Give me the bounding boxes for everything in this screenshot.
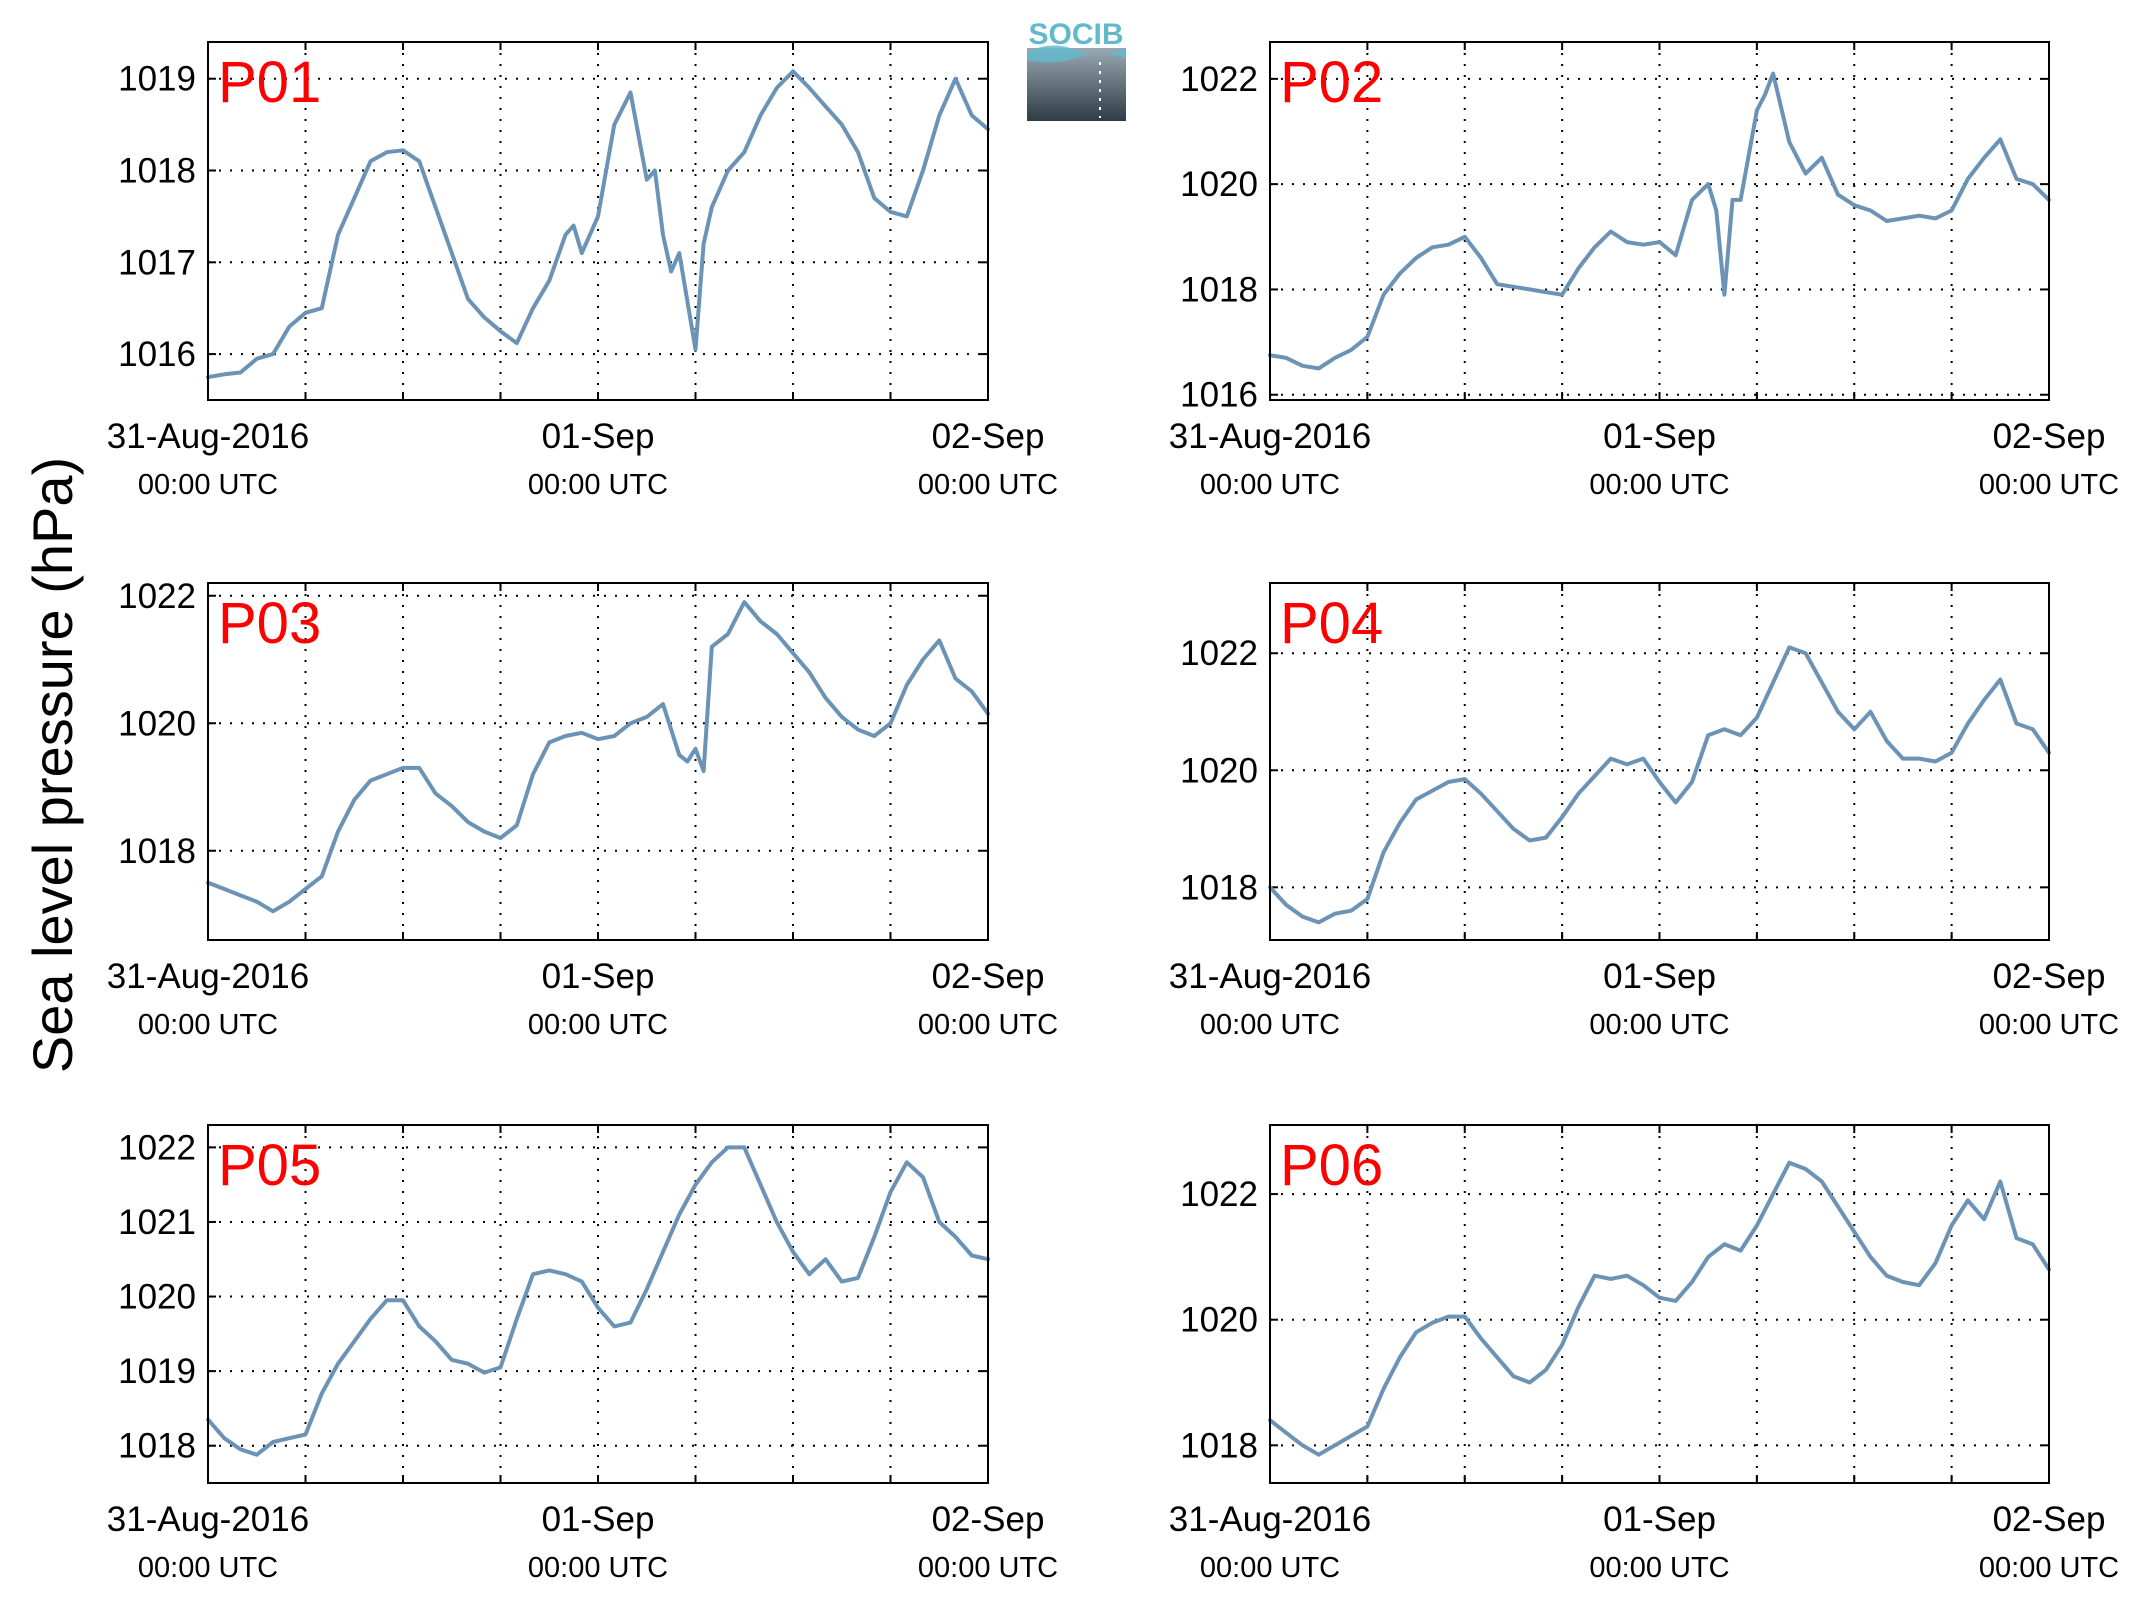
- x-tick-date-label: 02-Sep: [932, 417, 1045, 456]
- axes-frame: [207, 1124, 989, 1484]
- x-tick-time-label: 00:00 UTC: [1200, 1009, 1340, 1041]
- y-tick-label: 1021: [118, 1203, 196, 1242]
- y-tick-label: 1019: [118, 60, 196, 99]
- x-tick-date-label: 31-Aug-2016: [1169, 1500, 1371, 1539]
- x-tick-date-label: 01-Sep: [542, 417, 655, 456]
- axes-frame: [207, 41, 989, 401]
- series-line-p01: [206, 69, 990, 380]
- y-axis-label: Sea level pressure (hPa): [21, 457, 84, 1073]
- x-tick-date-label: 02-Sep: [1993, 1500, 2106, 1539]
- series-line-p04: [1268, 645, 2051, 925]
- series-line-p02: [1268, 71, 2051, 371]
- y-tick-label: 1018: [118, 832, 196, 871]
- y-tick-label: 1022: [1180, 1175, 1258, 1214]
- x-tick-date-label: 02-Sep: [1993, 417, 2106, 456]
- x-tick-time-label: 00:00 UTC: [1589, 469, 1729, 501]
- chart-panel-p03: 1018 1020 1022 31-Aug-2016 00:00 UTC 01-Sep 00…: [107, 577, 1058, 1041]
- panel-label-p02: P02: [1280, 50, 1383, 115]
- chart-panel-p01: 1016 1017 1018 1019 31-Aug-2016 00:00 UTC 01-S…: [107, 41, 1058, 501]
- panel-label-p01: P01: [218, 50, 321, 115]
- y-tick-label: 1018: [1180, 270, 1258, 309]
- y-tick-label: 1019: [118, 1352, 196, 1391]
- y-tick-label: 1018: [118, 152, 196, 191]
- panel-label-p06: P06: [1280, 1133, 1383, 1198]
- x-tick-date-label: 01-Sep: [542, 1500, 655, 1539]
- x-tick-time-label: 00:00 UTC: [138, 1552, 278, 1584]
- x-tick-time-label: 00:00 UTC: [1979, 1552, 2119, 1584]
- x-tick-time-label: 00:00 UTC: [1589, 1009, 1729, 1041]
- x-tick-time-label: 00:00 UTC: [918, 1552, 1058, 1584]
- x-tick-date-label: 01-Sep: [1603, 1500, 1716, 1539]
- axes-frame: [1269, 41, 2050, 401]
- x-tick-date-label: 02-Sep: [1993, 957, 2106, 996]
- x-tick-time-label: 00:00 UTC: [1200, 469, 1340, 501]
- y-tick-label: 1022: [1180, 634, 1258, 673]
- y-tick-label: 1018: [118, 1427, 196, 1466]
- series-line-p05: [206, 1145, 990, 1457]
- y-tick-label: 1022: [118, 577, 196, 616]
- chart-panels: 1016 1017 1018 1019 31-Aug-2016 00:00 UTC 01-S…: [107, 41, 2119, 1584]
- x-tick-time-label: 00:00 UTC: [138, 1009, 278, 1041]
- y-tick-label: 1017: [118, 243, 196, 282]
- x-tick-date-label: 31-Aug-2016: [1169, 957, 1371, 996]
- y-tick-label: 1020: [118, 704, 196, 743]
- x-tick-time-label: 00:00 UTC: [918, 1009, 1058, 1041]
- x-tick-date-label: 01-Sep: [1603, 417, 1716, 456]
- x-tick-time-label: 00:00 UTC: [528, 1552, 668, 1584]
- y-tick-label: 1018: [1180, 1426, 1258, 1465]
- y-tick-label: 1020: [118, 1278, 196, 1317]
- logo-text: SOCIB: [1028, 18, 1123, 51]
- x-tick-time-label: 00:00 UTC: [138, 469, 278, 501]
- axes-frame: [1269, 1124, 2050, 1484]
- x-tick-date-label: 31-Aug-2016: [1169, 417, 1371, 456]
- x-tick-date-label: 01-Sep: [1603, 957, 1716, 996]
- y-tick-label: 1018: [1180, 868, 1258, 907]
- panel-label-p04: P04: [1280, 591, 1383, 656]
- x-tick-time-label: 00:00 UTC: [918, 469, 1058, 501]
- x-tick-time-label: 00:00 UTC: [1200, 1552, 1340, 1584]
- axes-frame: [207, 582, 989, 941]
- y-tick-label: 1020: [1180, 751, 1258, 790]
- series-line-p06: [1268, 1160, 2051, 1457]
- chart-panel-p05: 1018 1019 1020 1021 1022 31-Aug-2016 00:00 UTC…: [107, 1124, 1058, 1584]
- x-tick-time-label: 00:00 UTC: [1589, 1552, 1729, 1584]
- chart-panel-p06: 1018 1020 1022 31-Aug-2016 00:00 UTC 01-Sep 00…: [1169, 1124, 2119, 1584]
- chart-panel-p02: 1016 1018 1020 1022 31-Aug-2016 00:00 UTC 01-S…: [1169, 41, 2119, 501]
- y-tick-label: 1016: [118, 335, 196, 374]
- y-tick-label: 1020: [1180, 1301, 1258, 1340]
- x-tick-time-label: 00:00 UTC: [1979, 1009, 2119, 1041]
- panel-label-p05: P05: [218, 1133, 321, 1198]
- x-tick-date-label: 31-Aug-2016: [107, 1500, 309, 1539]
- logo-wave: [1027, 45, 1126, 63]
- panel-label-p03: P03: [218, 591, 321, 656]
- x-tick-date-label: 01-Sep: [542, 957, 655, 996]
- x-tick-time-label: 00:00 UTC: [1979, 469, 2119, 501]
- x-tick-date-label: 31-Aug-2016: [107, 417, 309, 456]
- y-tick-label: 1022: [1180, 60, 1258, 99]
- x-tick-date-label: 31-Aug-2016: [107, 957, 309, 996]
- x-tick-date-label: 02-Sep: [932, 1500, 1045, 1539]
- x-tick-time-label: 00:00 UTC: [528, 469, 668, 501]
- y-tick-label: 1020: [1180, 165, 1258, 204]
- socib-logo: SOCIB: [1027, 18, 1126, 121]
- x-tick-time-label: 00:00 UTC: [528, 1009, 668, 1041]
- x-tick-date-label: 02-Sep: [932, 957, 1045, 996]
- axes-frame: [1269, 582, 2050, 941]
- series-line-p03: [206, 600, 990, 914]
- y-tick-label: 1022: [118, 1128, 196, 1167]
- y-tick-label: 1016: [1180, 376, 1258, 415]
- chart-panel-p04: 1018 1020 1022 31-Aug-2016 00:00 UTC 01-Sep 00…: [1169, 582, 2119, 1041]
